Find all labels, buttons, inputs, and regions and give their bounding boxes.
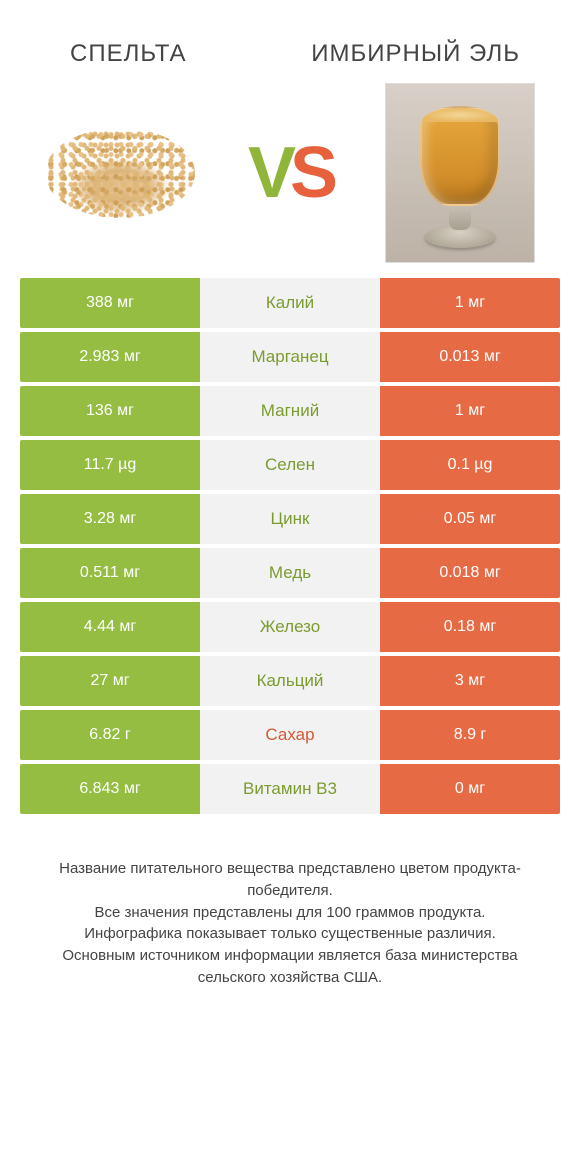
table-row: 4.44 мгЖелезо0.18 мг bbox=[20, 602, 560, 652]
comparison-table: 388 мгКалий1 мг2.983 мгМарганец0.013 мг1… bbox=[0, 278, 580, 814]
footer-notes: Название питательного вещества представл… bbox=[0, 818, 580, 989]
table-row: 6.82 гСахар8.9 г bbox=[20, 710, 560, 760]
nutrient-label: Витамин B3 bbox=[200, 764, 380, 814]
nutrient-label: Магний bbox=[200, 386, 380, 436]
drink-frame bbox=[385, 83, 535, 263]
value-right: 0.05 мг bbox=[380, 494, 560, 544]
product-image-left bbox=[40, 93, 200, 253]
nutrient-label: Медь bbox=[200, 548, 380, 598]
table-row: 27 мгКальций3 мг bbox=[20, 656, 560, 706]
nutrient-label: Марганец bbox=[200, 332, 380, 382]
header-row: СПЕЛЬТА ИМБИРНЫЙ ЭЛЬ bbox=[0, 0, 580, 78]
nutrient-label: Кальций bbox=[200, 656, 380, 706]
table-row: 3.28 мгЦинк0.05 мг bbox=[20, 494, 560, 544]
product-image-right bbox=[380, 93, 540, 253]
table-row: 11.7 µgСелен0.1 µg bbox=[20, 440, 560, 490]
value-left: 0.511 мг bbox=[20, 548, 200, 598]
value-left: 2.983 мг bbox=[20, 332, 200, 382]
value-right: 3 мг bbox=[380, 656, 560, 706]
value-left: 3.28 мг bbox=[20, 494, 200, 544]
vs-s: S bbox=[290, 132, 332, 214]
table-row: 136 мгМагний1 мг bbox=[20, 386, 560, 436]
footer-line: Название питательного вещества представл… bbox=[30, 858, 550, 902]
product-title-right: ИМБИРНЫЙ ЭЛЬ bbox=[295, 40, 530, 68]
table-row: 388 мгКалий1 мг bbox=[20, 278, 560, 328]
nutrient-label: Цинк bbox=[200, 494, 380, 544]
images-row: VS bbox=[0, 78, 580, 278]
value-right: 0.018 мг bbox=[380, 548, 560, 598]
value-right: 1 мг bbox=[380, 278, 560, 328]
nutrient-label: Сахар bbox=[200, 710, 380, 760]
footer-line: Инфографика показывает только существенн… bbox=[30, 923, 550, 945]
value-right: 1 мг bbox=[380, 386, 560, 436]
value-left: 6.82 г bbox=[20, 710, 200, 760]
table-row: 2.983 мгМарганец0.013 мг bbox=[20, 332, 560, 382]
grain-pile-icon bbox=[45, 128, 195, 218]
value-left: 6.843 мг bbox=[20, 764, 200, 814]
glass-icon bbox=[415, 98, 505, 248]
value-left: 11.7 µg bbox=[20, 440, 200, 490]
nutrient-label: Калий bbox=[200, 278, 380, 328]
nutrient-label: Селен bbox=[200, 440, 380, 490]
table-row: 0.511 мгМедь0.018 мг bbox=[20, 548, 560, 598]
value-right: 8.9 г bbox=[380, 710, 560, 760]
value-left: 136 мг bbox=[20, 386, 200, 436]
vs-v: V bbox=[248, 132, 290, 214]
value-left: 27 мг bbox=[20, 656, 200, 706]
footer-line: Все значения представлены для 100 граммо… bbox=[30, 902, 550, 924]
table-row: 6.843 мгВитамин B30 мг bbox=[20, 764, 560, 814]
value-right: 0.013 мг bbox=[380, 332, 560, 382]
value-right: 0.18 мг bbox=[380, 602, 560, 652]
nutrient-label: Железо bbox=[200, 602, 380, 652]
value-left: 4.44 мг bbox=[20, 602, 200, 652]
product-title-left: СПЕЛЬТА bbox=[50, 40, 295, 68]
vs-label: VS bbox=[248, 132, 332, 214]
value-left: 388 мг bbox=[20, 278, 200, 328]
value-right: 0.1 µg bbox=[380, 440, 560, 490]
footer-line: Основным источником информации является … bbox=[30, 945, 550, 989]
value-right: 0 мг bbox=[380, 764, 560, 814]
